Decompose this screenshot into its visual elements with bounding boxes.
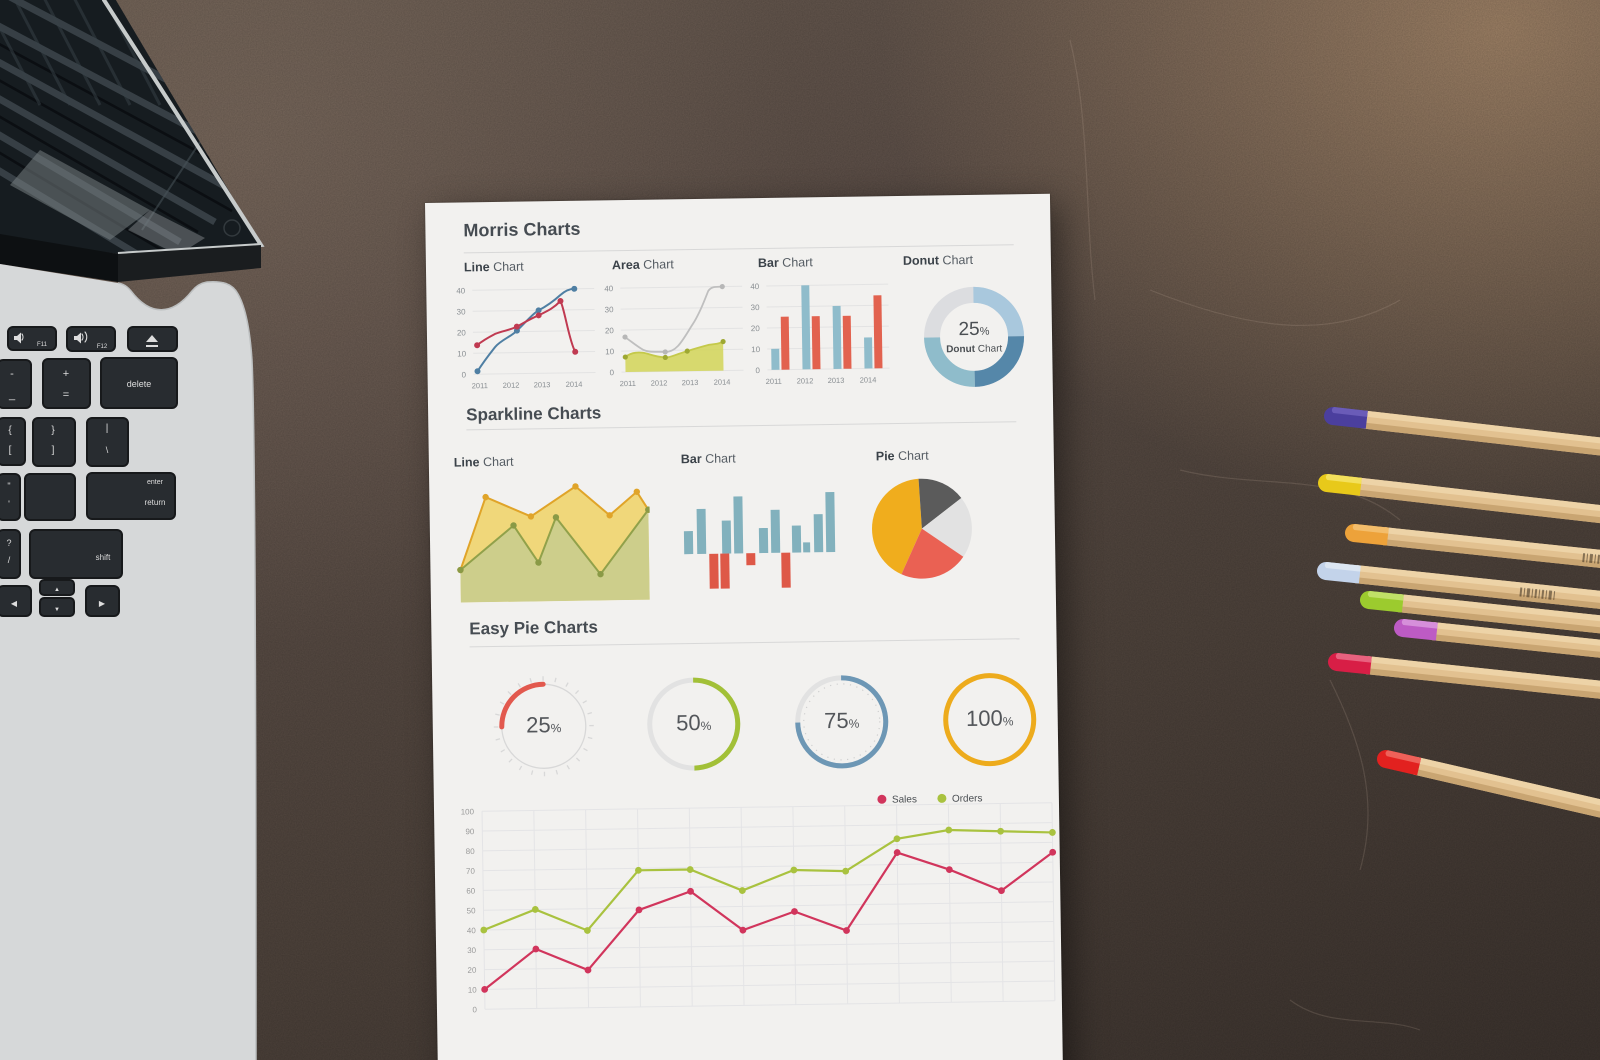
svg-text:60: 60 (466, 887, 476, 896)
svg-text:return: return (145, 498, 166, 507)
svg-text:?: ? (6, 538, 11, 548)
svg-text:20: 20 (751, 324, 761, 333)
svg-text:▼: ▼ (54, 607, 60, 613)
svg-text:20: 20 (605, 326, 615, 335)
svg-text:30: 30 (457, 307, 467, 316)
svg-text:delete: delete (127, 379, 152, 389)
svg-text:_: _ (8, 389, 16, 401)
svg-text:shift: shift (96, 553, 111, 562)
svg-text:100%: 100% (966, 705, 1014, 731)
svg-text:-: - (10, 368, 14, 380)
svg-text:]: ] (52, 445, 55, 456)
svg-text:[: [ (9, 445, 12, 456)
svg-text:=: = (63, 389, 69, 401)
svg-text:": " (7, 481, 10, 491)
svg-text:50: 50 (467, 906, 477, 915)
svg-text:|: | (106, 423, 109, 434)
svg-text:': ' (8, 499, 10, 509)
svg-text:F11: F11 (37, 342, 48, 348)
svg-text:90: 90 (465, 827, 475, 836)
svg-text:25%: 25% (958, 319, 989, 340)
svg-text:80: 80 (466, 847, 476, 856)
svg-text:2013: 2013 (682, 378, 699, 387)
svg-text:10: 10 (605, 347, 615, 356)
svg-text:Sales: Sales (892, 794, 917, 805)
svg-text:2011: 2011 (766, 377, 782, 386)
svg-text:2011: 2011 (472, 381, 488, 390)
svg-text:2014: 2014 (860, 375, 877, 384)
svg-text:10: 10 (468, 986, 478, 995)
svg-text:20: 20 (457, 328, 467, 337)
svg-text:100: 100 (461, 807, 475, 816)
svg-text:Donut Chart: Donut Chart (946, 343, 1003, 355)
svg-text:2013: 2013 (828, 376, 845, 385)
svg-text:2012: 2012 (797, 376, 814, 385)
svg-text:+: + (63, 368, 69, 380)
svg-text:30: 30 (751, 303, 761, 312)
svg-text:40: 40 (750, 282, 760, 291)
svg-text:2014: 2014 (714, 377, 731, 386)
svg-text:0: 0 (609, 368, 614, 377)
svg-text:50%: 50% (676, 710, 712, 736)
svg-text:20: 20 (467, 966, 477, 975)
svg-text:▲: ▲ (54, 587, 60, 593)
svg-text:0: 0 (755, 366, 760, 375)
svg-text:enter: enter (147, 479, 164, 486)
svg-text:0: 0 (461, 370, 466, 379)
svg-text:▶: ▶ (99, 599, 106, 608)
svg-text:30: 30 (467, 946, 477, 955)
svg-text:2012: 2012 (651, 378, 668, 387)
svg-text:40: 40 (467, 926, 477, 935)
svg-text:0: 0 (472, 1005, 477, 1014)
svg-text:25%: 25% (526, 712, 562, 738)
svg-text:2012: 2012 (503, 381, 520, 390)
svg-text:◀: ◀ (11, 599, 18, 608)
svg-text:2013: 2013 (534, 380, 551, 389)
svg-text:70: 70 (466, 867, 476, 876)
svg-text:75%: 75% (824, 708, 860, 734)
svg-text:10: 10 (457, 349, 467, 358)
svg-text:Orders: Orders (952, 793, 983, 804)
svg-text:2014: 2014 (566, 380, 583, 389)
svg-text:F12: F12 (97, 344, 108, 350)
svg-text:10: 10 (751, 345, 761, 354)
svg-text:2011: 2011 (620, 379, 636, 388)
svg-text:40: 40 (456, 286, 466, 295)
svg-text:40: 40 (604, 284, 614, 293)
svg-text:30: 30 (605, 305, 615, 314)
